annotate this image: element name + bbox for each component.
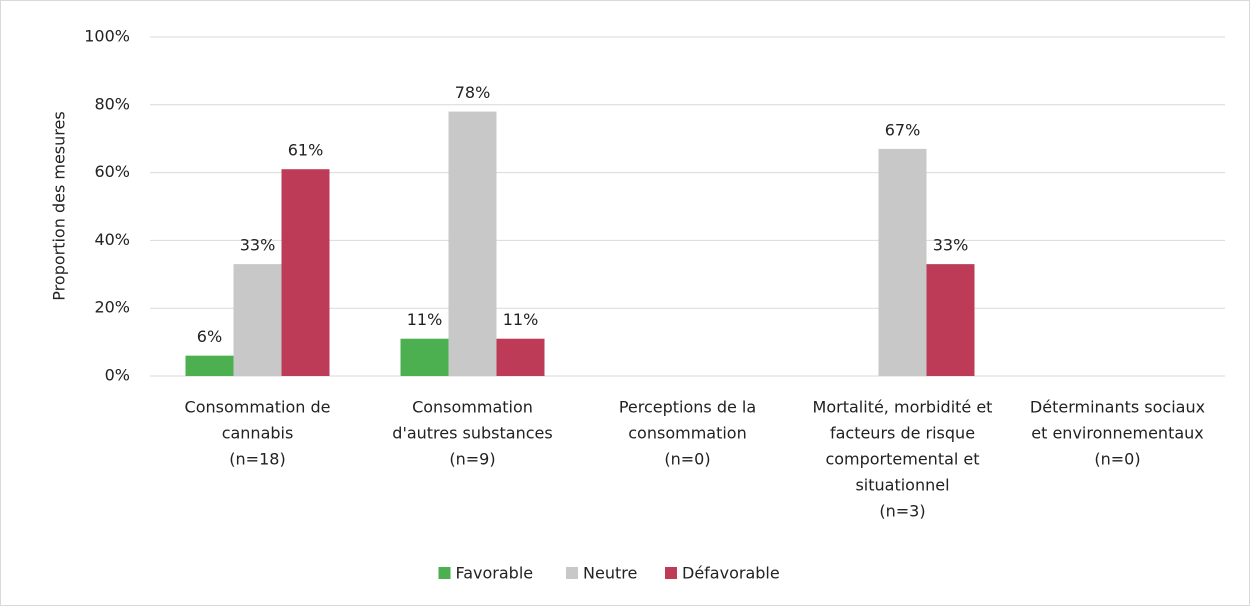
x-tick-label: et environnementaux (1031, 424, 1204, 443)
data-label: 6% (197, 327, 222, 346)
data-label: 33% (933, 236, 969, 255)
x-tick-label: (n=3) (879, 502, 925, 521)
legend-swatch (566, 567, 578, 579)
y-tick-label: 80% (94, 94, 130, 113)
y-axis-label: Proportion des mesures (50, 111, 69, 300)
data-label: 11% (407, 310, 443, 329)
legend-swatch (438, 567, 451, 579)
x-tick-label: consommation (628, 424, 746, 443)
data-label: 67% (885, 120, 921, 139)
x-tick-label: (n=18) (229, 450, 285, 469)
y-tick-label: 20% (94, 298, 130, 317)
legend-swatch (665, 567, 677, 579)
bar (496, 338, 545, 376)
bar (448, 111, 497, 376)
data-label: 78% (455, 83, 491, 102)
bar (233, 264, 282, 376)
y-tick-label: 60% (94, 162, 130, 181)
x-tick-label: (n=0) (664, 450, 710, 469)
bar (926, 264, 975, 376)
legend-label: Favorable (456, 564, 534, 583)
y-tick-label: 40% (94, 230, 130, 249)
x-tick-label: comportemental et (825, 450, 979, 469)
x-tick-label: Consommation de (185, 398, 331, 417)
data-label: 61% (288, 141, 324, 160)
x-tick-label: Déterminants sociaux (1030, 398, 1205, 417)
bar (878, 148, 927, 376)
x-tick-label: situationnel (855, 476, 949, 495)
x-tick-label: (n=9) (449, 450, 495, 469)
bar (281, 169, 330, 376)
bar (185, 355, 234, 376)
legend-label: Neutre (583, 564, 637, 583)
x-tick-label: Perceptions de la (619, 398, 756, 417)
x-tick-label: facteurs de risque (830, 424, 975, 443)
data-label: 11% (503, 310, 539, 329)
x-tick-label: cannabis (222, 424, 294, 443)
legend-label: Défavorable (682, 564, 780, 583)
x-tick-label: Consommation (412, 398, 533, 417)
x-tick-label: Mortalité, morbidité et (813, 398, 993, 417)
y-tick-label: 100% (84, 27, 130, 46)
data-label: 33% (240, 236, 276, 255)
x-tick-label: (n=0) (1094, 450, 1140, 469)
x-tick-label: d'autres substances (392, 424, 552, 443)
bar (400, 338, 449, 376)
y-tick-label: 0% (105, 366, 130, 385)
